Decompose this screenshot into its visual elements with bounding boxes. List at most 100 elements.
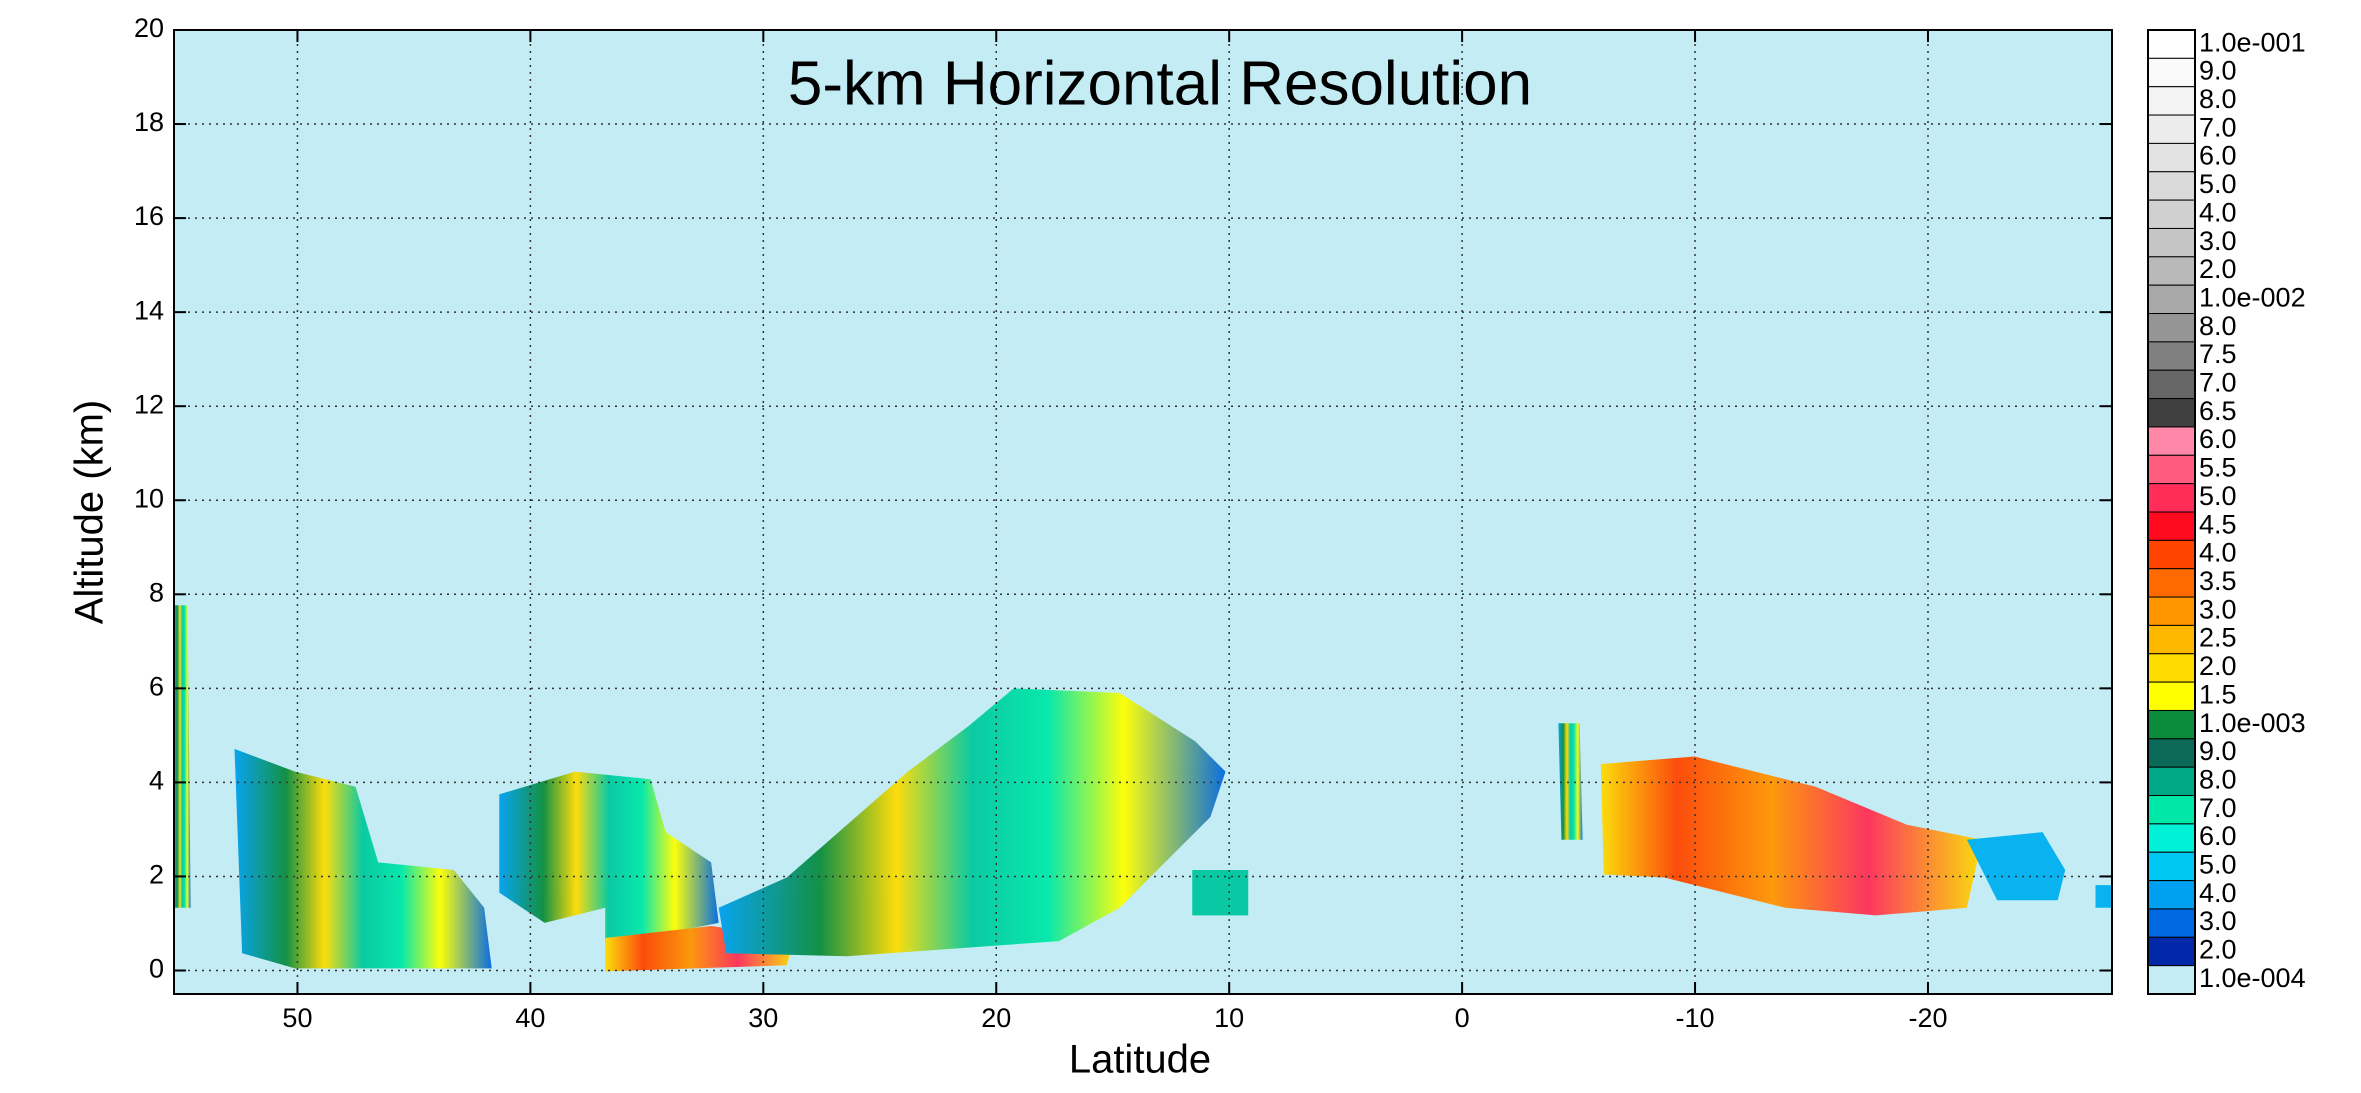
- colorbar-band: [2147, 596, 2196, 626]
- colorbar-label: 5.0: [2199, 850, 2237, 880]
- colorbar-label: 1.0e-001: [2199, 27, 2306, 57]
- layer: [1558, 723, 1583, 840]
- colorbar-label: 2.5: [2199, 623, 2237, 653]
- colorbar-label: 4.0: [2199, 538, 2237, 568]
- x-tick-label: 30: [748, 1003, 778, 1033]
- colorbar-band: [2147, 709, 2196, 740]
- x-tick-label: -10: [1676, 1003, 1715, 1033]
- x-tick-label: 20: [981, 1003, 1011, 1033]
- colorbar-band: [2147, 142, 2196, 173]
- colorbar-band: [2147, 256, 2196, 286]
- y-tick-label: 8: [149, 577, 164, 607]
- y-tick-label: 16: [134, 201, 164, 231]
- colorbar-label: 3.5: [2199, 566, 2237, 596]
- colorbar-label: 2.0: [2199, 935, 2237, 965]
- y-tick-label: 10: [134, 483, 164, 513]
- colorbar-label: 6.0: [2199, 424, 2237, 454]
- colorbar-label: 9.0: [2199, 56, 2237, 86]
- colorbar-label: 3.0: [2199, 226, 2237, 256]
- colorbar-label: 1.0e-004: [2199, 963, 2306, 993]
- colorbar-band: [2147, 227, 2196, 258]
- colorbar-label: 3.0: [2199, 594, 2237, 624]
- y-tick-label: 6: [149, 671, 164, 701]
- colorbar-band: [2147, 851, 2196, 882]
- colorbar-label: 1.0e-002: [2199, 282, 2306, 312]
- colorbar-label: 8.0: [2199, 84, 2237, 114]
- plot-frame: [173, 29, 2113, 995]
- colorbar-band: [2147, 681, 2196, 711]
- colorbar-band: [2147, 313, 2196, 343]
- layer: [173, 605, 191, 908]
- colorbar-band: [2147, 624, 2196, 655]
- y-tick-label: 4: [149, 766, 164, 796]
- colorbar-label: 7.5: [2199, 339, 2237, 369]
- colorbar-label: 1.5: [2199, 679, 2237, 709]
- y-tick-label: 12: [134, 389, 164, 419]
- aerosol-cloud-layers: [173, 605, 2113, 972]
- y-tick-label: 20: [134, 13, 164, 43]
- x-tick-label: 40: [515, 1003, 545, 1033]
- colorbar-label: 8.0: [2199, 311, 2237, 341]
- colorbar-label: 8.0: [2199, 764, 2237, 794]
- colorbar-label: 5.5: [2199, 453, 2237, 483]
- x-axis-label: Latitude: [1069, 1038, 1211, 1082]
- colorbar-band: [2147, 454, 2196, 485]
- chart-title: 5-km Horizontal Resolution: [788, 49, 1532, 118]
- y-tick-label: 18: [134, 107, 164, 137]
- y-tick-label: 2: [149, 860, 164, 890]
- colorbar-band: [2147, 823, 2196, 853]
- colorbar-band: [2147, 284, 2196, 315]
- colorbar-label: 7.0: [2199, 368, 2237, 398]
- layer: [718, 688, 1226, 957]
- colorbar-label: 6.0: [2199, 141, 2237, 171]
- layer: [499, 771, 719, 946]
- colorbar-band: [2147, 426, 2196, 456]
- colorbar-label: 5.0: [2199, 481, 2237, 511]
- layer: [2095, 885, 2113, 908]
- colorbar-band: [2147, 766, 2196, 797]
- colorbar-label: 6.0: [2199, 821, 2237, 851]
- layer: [1966, 832, 2066, 901]
- colorbar-label: 5.0: [2199, 169, 2237, 199]
- layer: [234, 748, 492, 969]
- colorbar-label: 4.5: [2199, 509, 2237, 539]
- colorbar-band: [2147, 369, 2196, 400]
- colorbar-band: [2147, 908, 2196, 938]
- colorbar-label: 3.0: [2199, 906, 2237, 936]
- colorbar-label: 2.0: [2199, 254, 2237, 284]
- colorbar-label: 4.0: [2199, 878, 2237, 908]
- colorbar-label: 1.0e-003: [2199, 708, 2306, 738]
- colorbar-label: 7.0: [2199, 793, 2237, 823]
- colorbar-band: [2147, 483, 2196, 513]
- colorbar-band: [2147, 398, 2196, 428]
- colorbar-band: [2147, 568, 2196, 598]
- colorbar-band: [2147, 936, 2196, 967]
- colorbar-band: [2147, 86, 2196, 116]
- colorbar-band: [2147, 511, 2196, 541]
- y-tick-label: 0: [149, 954, 164, 984]
- colorbar-band: [2147, 539, 2196, 570]
- colorbar-band: [2147, 965, 2196, 995]
- colorbar-frame: [2147, 29, 2196, 995]
- colorbar-label: 9.0: [2199, 736, 2237, 766]
- x-tick-label: 50: [282, 1003, 312, 1033]
- colorbar-band: [2147, 738, 2196, 768]
- colorbar-band: [2147, 171, 2196, 201]
- layer: [1600, 756, 1983, 916]
- colorbar-band: [2147, 114, 2196, 144]
- colorbar-band: [2147, 29, 2196, 59]
- colorbar-band: [2147, 341, 2196, 371]
- x-tick-label: -20: [1908, 1003, 1947, 1033]
- colorbar-label: 7.0: [2199, 112, 2237, 142]
- x-tick-label: 0: [1455, 1003, 1470, 1033]
- colorbar-band: [2147, 57, 2196, 88]
- y-axis-label: Altitude (km): [68, 400, 112, 625]
- colorbar-label: 6.5: [2199, 396, 2237, 426]
- colorbar-label: 2.0: [2199, 651, 2237, 681]
- y-tick-label: 14: [134, 295, 164, 325]
- colorbar-band: [2147, 880, 2196, 910]
- x-tick-label: 10: [1214, 1003, 1244, 1033]
- colorbar-band: [2147, 199, 2196, 229]
- colorbar-label: 4.0: [2199, 197, 2237, 227]
